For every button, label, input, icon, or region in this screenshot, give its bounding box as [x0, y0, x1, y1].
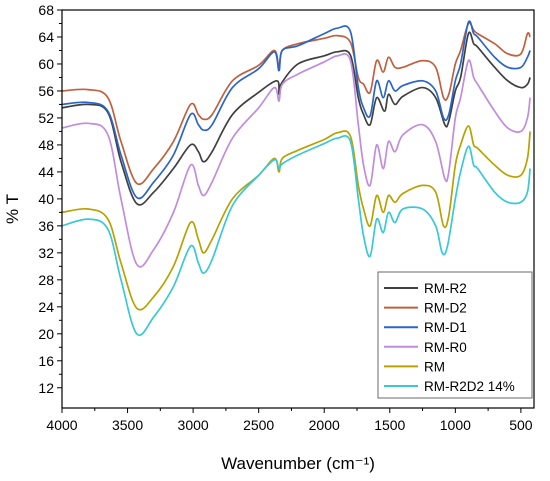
x-tick-label: 500 — [509, 417, 533, 433]
x-tick-label: 3000 — [178, 417, 209, 433]
x-tick-label: 1000 — [440, 417, 471, 433]
series-layer — [61, 20, 531, 337]
x-tick-label: 3500 — [112, 417, 143, 433]
series-line-0 — [61, 31, 531, 206]
y-tick-label: 64 — [38, 29, 54, 45]
series-line-5 — [61, 135, 531, 337]
y-tick-label: 48 — [38, 137, 54, 153]
series-line-4 — [61, 125, 531, 311]
y-tick-label: 60 — [38, 56, 54, 72]
legend-label: RM — [424, 359, 445, 374]
legend: RM-R2 RM-D2 RM-D1 RM-R0 RM RM-R2D2 14% — [377, 271, 533, 399]
legend-label: RM-R2D2 14% — [424, 379, 515, 394]
series-line-3 — [61, 53, 531, 268]
x-tick-label: 1500 — [374, 417, 405, 433]
y-tick-label: 36 — [38, 218, 54, 234]
x-tick-label: 2500 — [243, 417, 274, 433]
y-tick-label: 12 — [38, 380, 54, 396]
y-tick-label: 68 — [38, 2, 54, 18]
y-tick-label: 44 — [38, 164, 54, 180]
x-axis-title: Wavenumber (cm⁻¹) — [221, 454, 375, 473]
series-line-2 — [61, 20, 531, 200]
y-tick-label: 24 — [38, 299, 54, 315]
y-tick-label: 28 — [38, 272, 54, 288]
y-tick-label: 16 — [38, 353, 54, 369]
x-tick-label: 2000 — [309, 417, 340, 433]
legend-label: RM-D1 — [424, 320, 467, 335]
y-tick-label: 52 — [38, 110, 54, 126]
legend-label: RM-R0 — [424, 340, 467, 355]
y-tick-label: 32 — [38, 245, 54, 261]
x-tick-label: 4000 — [46, 417, 77, 433]
y-tick-label: 20 — [38, 326, 54, 342]
y-tick-label: 40 — [38, 191, 54, 207]
axis-ticks: 4000 3500 3000 2500 2000 1500 1000 500 12 16 20 24 2… — [38, 2, 532, 433]
legend-box — [377, 271, 533, 399]
y-tick-label: 56 — [38, 83, 54, 99]
y-axis-title: % T — [3, 194, 22, 224]
legend-label: RM-D2 — [424, 301, 467, 316]
plot-frame — [61, 9, 535, 409]
legend-label: RM-R2 — [424, 281, 467, 296]
